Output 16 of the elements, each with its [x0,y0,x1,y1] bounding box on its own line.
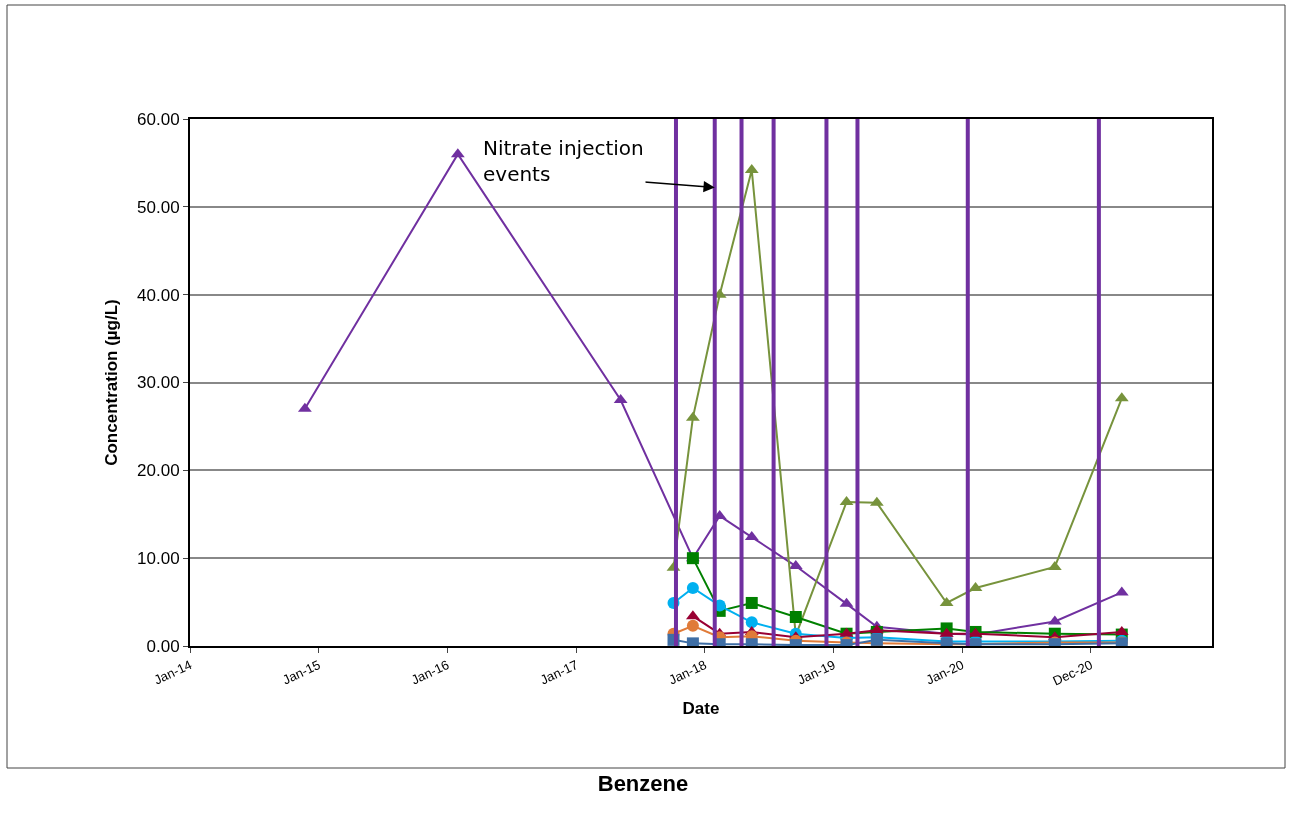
y-tick-label: 20.00 [137,461,180,481]
point [789,611,802,624]
y-tick-label: 50.00 [137,197,180,217]
y-axis-title: Concentration (µg/L) [102,299,122,466]
y-tick-label: 10.00 [137,549,180,569]
point [686,582,699,595]
text: Benzene [597,770,689,796]
y-tick-label: 60.00 [137,109,180,129]
y-tick-label: 40.00 [137,285,180,305]
point [686,619,699,632]
y-tick-label: 30.00 [137,373,180,393]
y-tick-label: 0.00 [146,636,180,656]
x-axis-title: Date [682,699,720,719]
point [745,596,758,609]
annotation: Nitrate injection events [483,136,644,186]
point [745,616,758,629]
